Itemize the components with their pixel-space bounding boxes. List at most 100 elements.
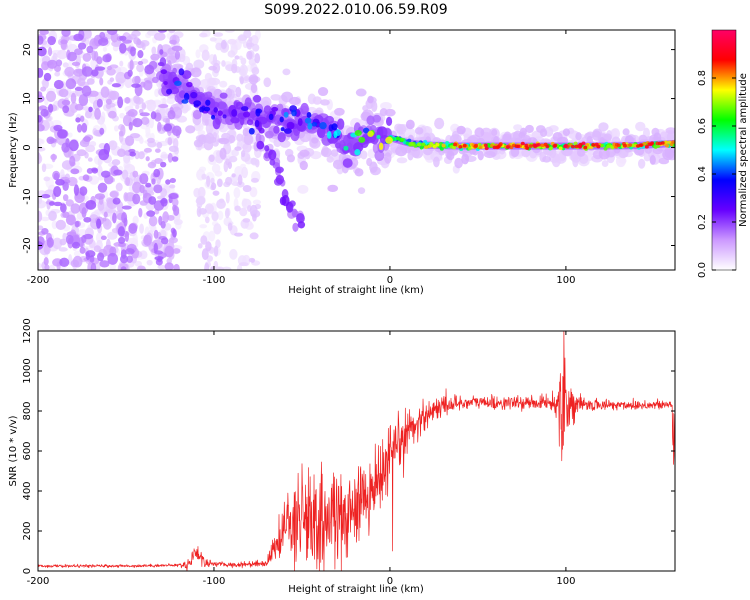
halo-cell	[665, 127, 675, 135]
ridge-cell	[483, 143, 488, 148]
noise-cell	[234, 165, 244, 177]
noise-cell	[85, 199, 97, 210]
noise-cell	[69, 155, 76, 167]
ridge-cell	[279, 116, 284, 123]
noise-cell	[38, 146, 46, 152]
noise-cell	[235, 86, 242, 98]
noise-cell	[233, 187, 241, 199]
noise-cell	[248, 58, 257, 66]
noise-cell	[213, 32, 224, 37]
noise-cell	[62, 62, 69, 68]
noise-cell	[52, 52, 58, 62]
noise-cell	[38, 124, 45, 132]
ridge-cell	[199, 106, 205, 113]
snr-y-tick-label: 200	[22, 521, 33, 540]
noise-cell	[119, 112, 125, 119]
noise-cell	[115, 71, 127, 84]
noise-cell	[55, 179, 65, 186]
halo-cell	[456, 125, 466, 135]
ridge-cell	[366, 115, 375, 126]
ridge-cell	[427, 144, 432, 149]
noise-cell	[213, 223, 222, 235]
halo-cell	[297, 184, 309, 194]
spectrogram-y-axis-label: Frequency (Hz)	[8, 112, 19, 188]
noise-cell	[103, 211, 108, 218]
halo-cell	[355, 88, 367, 97]
noise-cell	[112, 212, 117, 224]
noise-cell	[239, 76, 244, 85]
noise-cell	[160, 220, 166, 229]
ridge-cell	[268, 113, 274, 121]
halo-cell	[638, 158, 646, 169]
noise-cell	[56, 49, 68, 60]
halo-cell	[218, 137, 230, 145]
noise-cell	[47, 46, 53, 57]
ridge-cell	[254, 119, 260, 128]
ridge-cell	[246, 119, 254, 126]
noise-cell	[225, 191, 230, 204]
snr-y-tick-label: 1200	[22, 318, 33, 343]
noise-cell	[107, 231, 118, 240]
ridge-cell	[304, 117, 312, 124]
noise-cell	[164, 262, 174, 270]
noise-cell	[99, 77, 104, 86]
noise-cell	[109, 77, 115, 83]
halo-cell	[360, 150, 368, 160]
noise-cell	[47, 35, 56, 46]
noise-cell	[252, 213, 257, 222]
noise-cell	[124, 231, 130, 242]
branch-cell	[292, 222, 299, 232]
ridge-cell	[524, 143, 529, 148]
noise-cell	[249, 204, 258, 217]
spectrogram-x-axis-label: Height of straight line (km)	[288, 285, 424, 296]
halo-cell	[461, 153, 469, 165]
ridge-cell	[334, 142, 342, 149]
ridge-cell	[181, 99, 189, 104]
noise-cell	[171, 198, 179, 207]
halo-cell	[652, 146, 663, 155]
noise-cell	[167, 137, 173, 146]
noise-cell	[105, 103, 112, 110]
ridge-cell	[563, 143, 568, 148]
halo-cell	[542, 155, 552, 163]
noise-cell	[50, 153, 57, 161]
ridge-cell	[395, 136, 400, 141]
noise-cell	[67, 176, 78, 187]
noise-cell	[130, 46, 136, 57]
noise-cell	[208, 230, 216, 242]
ridge-cell	[665, 143, 670, 148]
noise-cell	[76, 149, 87, 157]
ridge-cell	[343, 145, 349, 151]
noise-cell	[70, 168, 80, 175]
ridge-cell	[591, 143, 596, 147]
ridge-cell	[496, 145, 501, 149]
ridge-cell	[203, 106, 211, 112]
ridge-cell	[166, 88, 173, 95]
noise-cell	[77, 42, 87, 50]
noise-cell	[145, 125, 151, 137]
noise-cell	[51, 220, 58, 230]
halo-cell	[320, 147, 332, 158]
spectrogram-x-tick-label: -100	[203, 275, 226, 286]
ridge-cell	[300, 102, 309, 115]
branch-cell	[264, 152, 270, 159]
noise-cell	[229, 248, 238, 260]
noise-cell	[120, 266, 127, 270]
halo-cell	[591, 130, 601, 141]
noise-cell	[250, 157, 257, 165]
noise-cell	[38, 46, 47, 57]
noise-cell	[217, 266, 225, 270]
halo-cell	[483, 150, 496, 159]
halo-cell	[190, 67, 202, 78]
noise-cell	[139, 184, 145, 194]
noise-cell	[243, 30, 252, 39]
noise-cell	[214, 170, 223, 177]
noise-cell	[234, 232, 243, 237]
ridge-cell	[283, 111, 289, 118]
noise-cell	[150, 111, 157, 120]
halo-cell	[198, 134, 207, 145]
noise-cell	[38, 91, 43, 98]
ridge-cell	[239, 117, 245, 126]
